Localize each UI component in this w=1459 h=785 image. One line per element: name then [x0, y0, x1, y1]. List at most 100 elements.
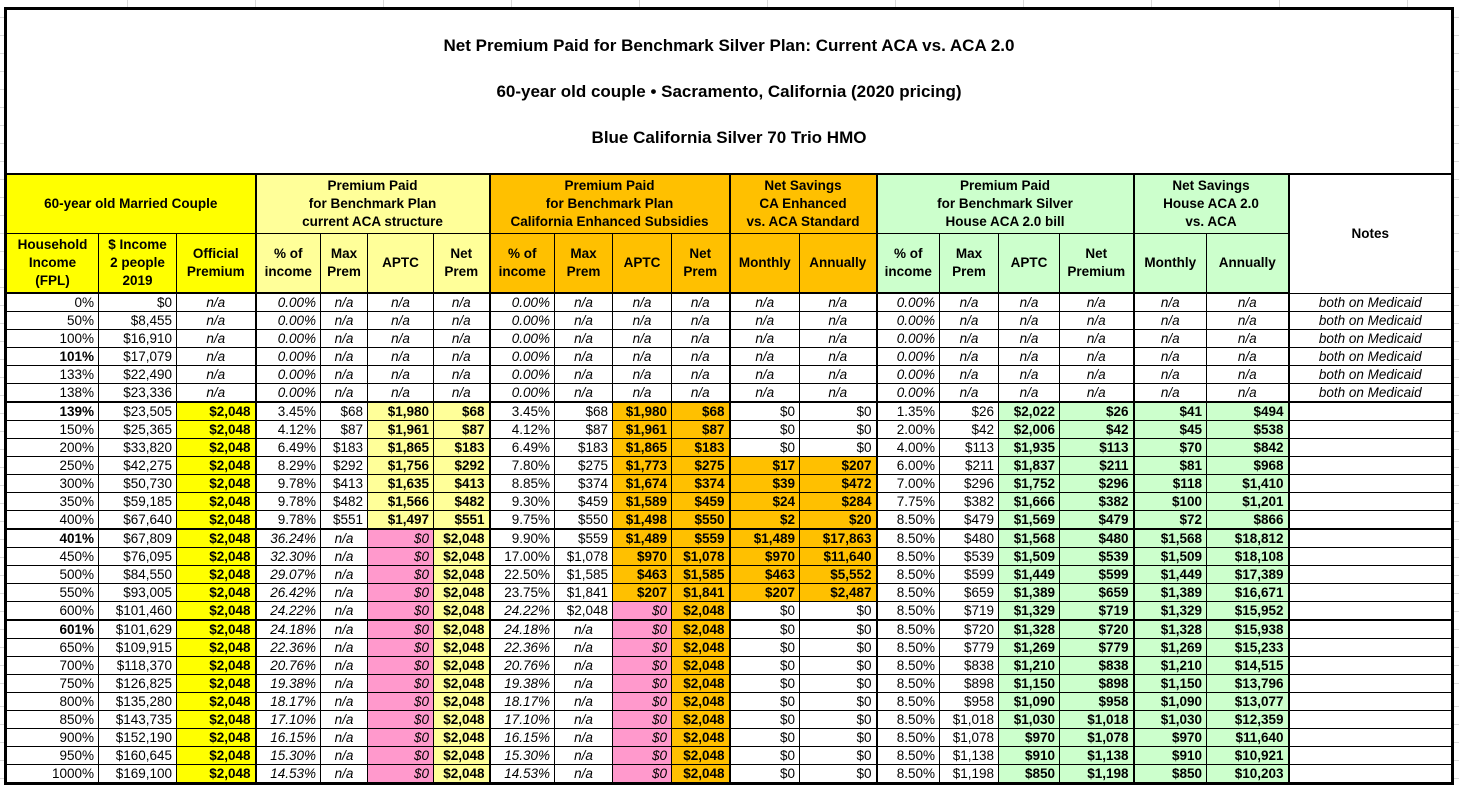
cell-ca-net-prem-900%[interactable]: $2,048: [671, 728, 731, 747]
cell-ca-pct-income-0%[interactable]: 0.00%: [489, 292, 555, 312]
cell-ca-pct-income-300%[interactable]: 8.85%: [489, 474, 555, 493]
cell-income-133%[interactable]: $22,490: [98, 365, 177, 384]
cell-ca-net-prem-300%[interactable]: $374: [671, 474, 731, 493]
cell-ca-savings-monthly-150%[interactable]: $0: [729, 420, 800, 439]
cell-house-savings-monthly-400%[interactable]: $72: [1133, 510, 1207, 530]
cell-notes-150%[interactable]: [1288, 420, 1453, 439]
cell-house-aptc-450%[interactable]: $1,509: [998, 547, 1060, 566]
cell-aca-aptc-250%[interactable]: $1,756: [367, 456, 434, 475]
cell-ca-aptc-600%[interactable]: $0: [612, 601, 672, 621]
cell-fpl-101%[interactable]: 101%: [5, 347, 99, 366]
cell-ca-savings-monthly-100%[interactable]: n/a: [729, 329, 800, 348]
cell-ca-savings-monthly-450%[interactable]: $970: [729, 547, 800, 566]
cell-ca-pct-income-1000%[interactable]: 14.53%: [489, 764, 555, 784]
cell-ca-net-prem-650%[interactable]: $2,048: [671, 638, 731, 657]
cell-house-savings-annually-138%[interactable]: n/a: [1206, 383, 1290, 403]
cell-official-premium-101%[interactable]: n/a: [176, 347, 257, 366]
cell-house-savings-annually-101%[interactable]: n/a: [1206, 347, 1290, 366]
cell-income-250%[interactable]: $42,275: [98, 456, 177, 475]
cell-house-aptc-700%[interactable]: $1,210: [998, 656, 1060, 675]
cell-house-max-prem-200%[interactable]: $113: [939, 438, 999, 457]
cell-ca-net-prem-601%[interactable]: $2,048: [671, 619, 731, 639]
cell-house-aptc-550%[interactable]: $1,389: [998, 583, 1060, 602]
cell-notes-138%[interactable]: both on Medicaid: [1288, 383, 1453, 403]
cell-house-aptc-300%[interactable]: $1,752: [998, 474, 1060, 493]
cell-ca-max-prem-139%[interactable]: $68: [554, 401, 613, 421]
cell-ca-aptc-950%[interactable]: $0: [612, 746, 672, 765]
cell-aca-aptc-401%[interactable]: $0: [367, 528, 434, 548]
cell-house-max-prem-550%[interactable]: $659: [939, 583, 999, 602]
cell-aca-net-prem-950%[interactable]: $2,048: [433, 746, 491, 765]
cell-house-net-premium-650%[interactable]: $779: [1059, 638, 1135, 657]
cell-house-pct-income-400%[interactable]: 8.50%: [876, 510, 940, 530]
cell-house-net-premium-600%[interactable]: $719: [1059, 601, 1135, 621]
cell-ca-pct-income-850%[interactable]: 17.10%: [489, 710, 555, 729]
cell-house-savings-monthly-650%[interactable]: $1,269: [1133, 638, 1207, 657]
cell-house-max-prem-600%[interactable]: $719: [939, 601, 999, 621]
cell-house-pct-income-401%[interactable]: 8.50%: [876, 528, 940, 548]
cell-ca-max-prem-850%[interactable]: n/a: [554, 710, 613, 729]
cell-ca-aptc-400%[interactable]: $1,498: [612, 510, 672, 530]
cell-aca-max-prem-133%[interactable]: n/a: [320, 365, 368, 384]
cell-official-premium-150%[interactable]: $2,048: [176, 420, 257, 439]
cell-notes-100%[interactable]: both on Medicaid: [1288, 329, 1453, 348]
cell-ca-aptc-1000%[interactable]: $0: [612, 764, 672, 784]
cell-notes-900%[interactable]: [1288, 728, 1453, 747]
cell-fpl-601%[interactable]: 601%: [5, 619, 99, 639]
cell-aca-net-prem-750%[interactable]: $2,048: [433, 674, 491, 693]
cell-ca-savings-annually-139%[interactable]: $0: [799, 401, 878, 421]
cell-house-pct-income-600%[interactable]: 8.50%: [876, 601, 940, 621]
cell-ca-savings-annually-400%[interactable]: $20: [799, 510, 878, 530]
cell-ca-aptc-0%[interactable]: n/a: [612, 292, 672, 312]
cell-official-premium-750%[interactable]: $2,048: [176, 674, 257, 693]
cell-aca-pct-income-250%[interactable]: 8.29%: [255, 456, 321, 475]
cell-house-net-premium-133%[interactable]: n/a: [1059, 365, 1135, 384]
cell-house-max-prem-900%[interactable]: $1,078: [939, 728, 999, 747]
cell-income-139%[interactable]: $23,505: [98, 401, 177, 421]
cell-ca-aptc-601%[interactable]: $0: [612, 619, 672, 639]
cell-aca-aptc-133%[interactable]: n/a: [367, 365, 434, 384]
cell-ca-max-prem-0%[interactable]: n/a: [554, 292, 613, 312]
cell-house-pct-income-100%[interactable]: 0.00%: [876, 329, 940, 348]
cell-ca-savings-monthly-601%[interactable]: $0: [729, 619, 800, 639]
cell-ca-aptc-200%[interactable]: $1,865: [612, 438, 672, 457]
cell-ca-pct-income-900%[interactable]: 16.15%: [489, 728, 555, 747]
cell-aca-max-prem-300%[interactable]: $413: [320, 474, 368, 493]
cell-aca-max-prem-401%[interactable]: n/a: [320, 528, 368, 548]
cell-house-max-prem-133%[interactable]: n/a: [939, 365, 999, 384]
cell-fpl-850%[interactable]: 850%: [5, 710, 99, 729]
cell-aca-max-prem-950%[interactable]: n/a: [320, 746, 368, 765]
cell-ca-max-prem-600%[interactable]: $2,048: [554, 601, 613, 621]
cell-notes-450%[interactable]: [1288, 547, 1453, 566]
cell-aca-net-prem-600%[interactable]: $2,048: [433, 601, 491, 621]
cell-fpl-250%[interactable]: 250%: [5, 456, 99, 475]
cell-ca-max-prem-1000%[interactable]: n/a: [554, 764, 613, 784]
cell-ca-savings-annually-300%[interactable]: $472: [799, 474, 878, 493]
cell-official-premium-650%[interactable]: $2,048: [176, 638, 257, 657]
cell-house-net-premium-250%[interactable]: $211: [1059, 456, 1135, 475]
cell-house-aptc-0%[interactable]: n/a: [998, 292, 1060, 312]
cell-income-200%[interactable]: $33,820: [98, 438, 177, 457]
cell-house-net-premium-850%[interactable]: $1,018: [1059, 710, 1135, 729]
cell-house-net-premium-350%[interactable]: $382: [1059, 492, 1135, 511]
cell-aca-aptc-0%[interactable]: n/a: [367, 292, 434, 312]
cell-aca-aptc-138%[interactable]: n/a: [367, 383, 434, 403]
cell-ca-net-prem-450%[interactable]: $1,078: [671, 547, 731, 566]
cell-aca-aptc-139%[interactable]: $1,980: [367, 401, 434, 421]
cell-official-premium-300%[interactable]: $2,048: [176, 474, 257, 493]
cell-notes-200%[interactable]: [1288, 438, 1453, 457]
cell-ca-max-prem-100%[interactable]: n/a: [554, 329, 613, 348]
cell-house-pct-income-150%[interactable]: 2.00%: [876, 420, 940, 439]
cell-aca-max-prem-550%[interactable]: n/a: [320, 583, 368, 602]
cell-ca-savings-annually-650%[interactable]: $0: [799, 638, 878, 657]
cell-house-savings-monthly-550%[interactable]: $1,389: [1133, 583, 1207, 602]
cell-ca-max-prem-200%[interactable]: $183: [554, 438, 613, 457]
cell-aca-net-prem-250%[interactable]: $292: [433, 456, 491, 475]
cell-income-700%[interactable]: $118,370: [98, 656, 177, 675]
cell-aca-net-prem-133%[interactable]: n/a: [433, 365, 491, 384]
cell-house-aptc-750%[interactable]: $1,150: [998, 674, 1060, 693]
cell-notes-601%[interactable]: [1288, 619, 1453, 639]
cell-ca-aptc-139%[interactable]: $1,980: [612, 401, 672, 421]
cell-notes-350%[interactable]: [1288, 492, 1453, 511]
cell-house-aptc-138%[interactable]: n/a: [998, 383, 1060, 403]
